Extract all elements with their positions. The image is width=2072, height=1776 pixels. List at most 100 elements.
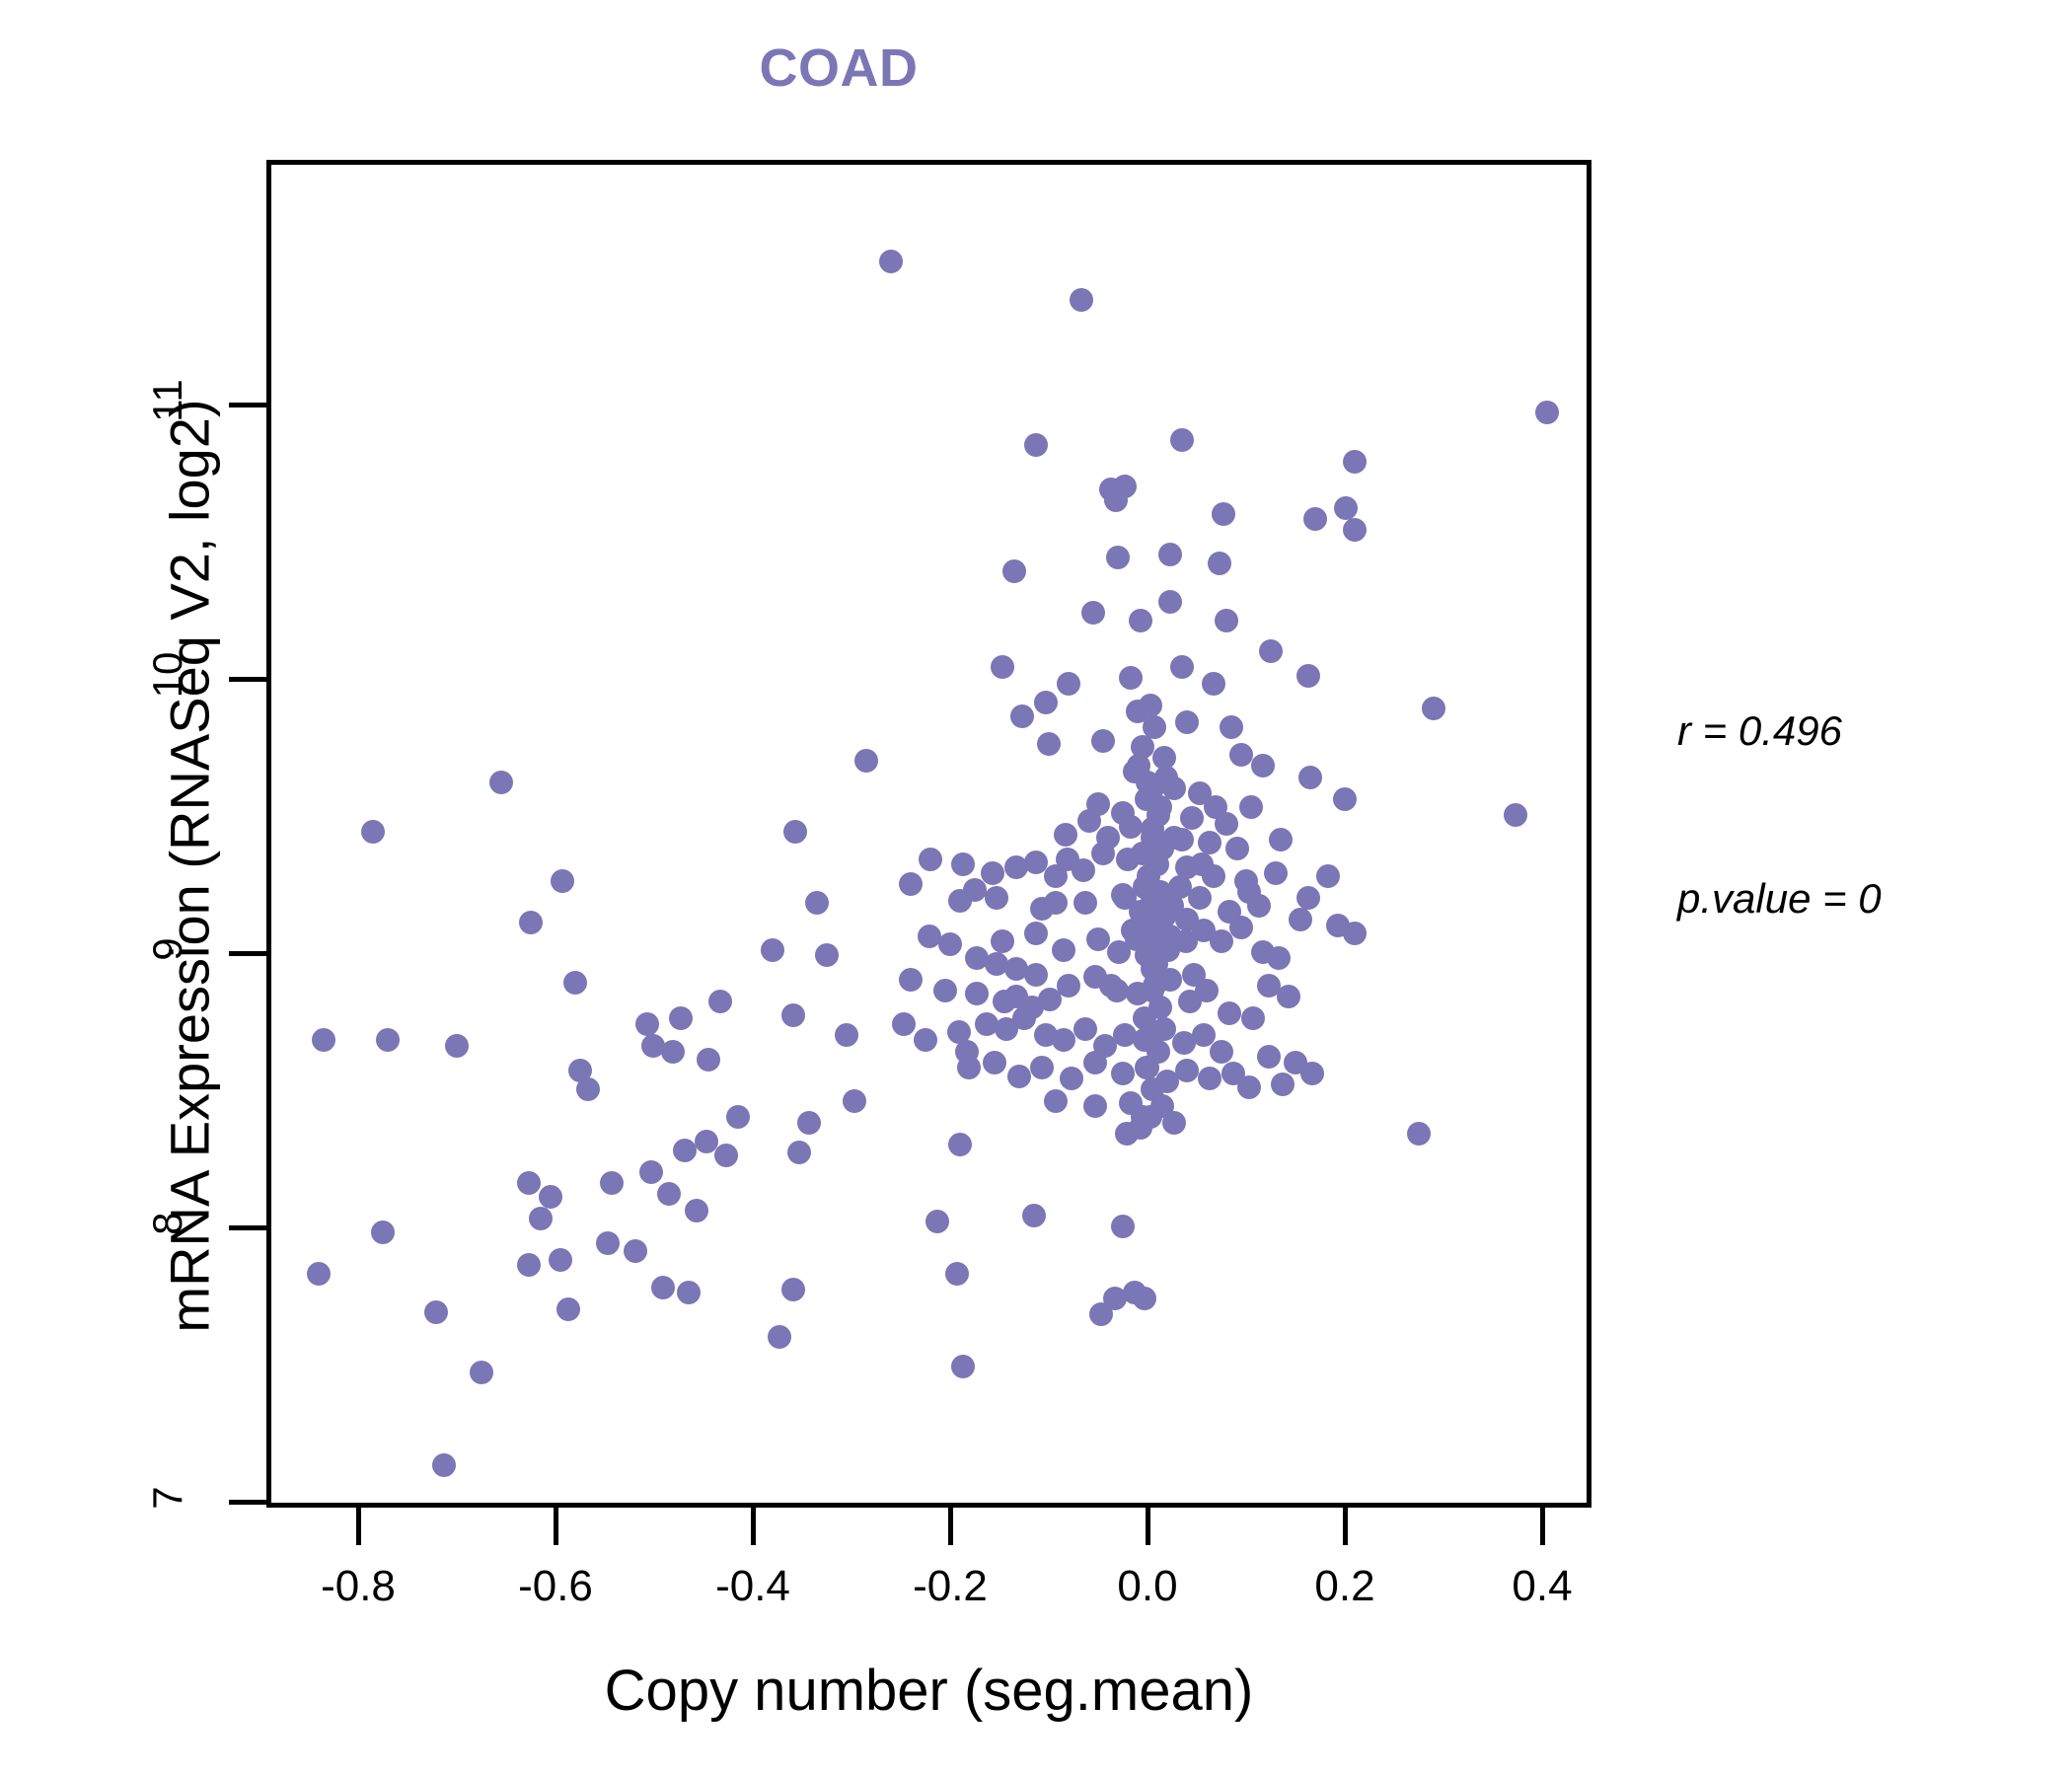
data-point: [529, 1207, 553, 1231]
data-point: [1057, 973, 1080, 998]
data-point: [781, 1278, 805, 1302]
data-point: [539, 1184, 562, 1209]
data-point: [1070, 287, 1093, 312]
data-point: [1089, 1302, 1113, 1327]
data-point: [1044, 1088, 1068, 1113]
data-point: [1296, 663, 1320, 688]
data-point: [1073, 891, 1097, 916]
data-point: [1024, 433, 1048, 458]
data-point: [1422, 697, 1445, 721]
data-point: [1296, 885, 1320, 910]
data-point: [1251, 754, 1275, 778]
data-point: [963, 877, 987, 902]
data-point: [1113, 885, 1137, 910]
data-point: [1326, 913, 1350, 937]
data-point: [919, 847, 942, 871]
data-point: [1182, 962, 1206, 987]
data-point: [661, 1039, 685, 1064]
data-point: [1210, 1039, 1233, 1064]
data-point: [1237, 880, 1261, 905]
x-axis-tick: [948, 1508, 953, 1545]
data-point: [1334, 496, 1358, 521]
data-point: [1259, 638, 1283, 663]
data-point: [1002, 559, 1026, 584]
data-point: [1175, 1058, 1199, 1082]
data-point: [1210, 929, 1233, 954]
data-point: [948, 1133, 972, 1157]
data-point: [1333, 786, 1357, 811]
data-point: [1111, 1215, 1135, 1239]
x-axis-tick-label: -0.8: [321, 1562, 396, 1610]
data-point: [697, 1047, 720, 1072]
data-point: [1137, 863, 1160, 888]
data-point: [1257, 1045, 1281, 1070]
data-point: [1077, 809, 1101, 833]
data-point: [1229, 743, 1253, 768]
x-axis-tick-label: 0.0: [1117, 1562, 1178, 1610]
data-point: [517, 1170, 541, 1195]
data-point: [1168, 874, 1192, 899]
x-axis-tick: [1343, 1508, 1348, 1545]
data-point: [991, 655, 1014, 680]
data-point: [899, 968, 923, 993]
data-point: [376, 1028, 400, 1053]
data-point: [1180, 806, 1204, 831]
data-point: [1030, 1056, 1054, 1080]
data-point: [1060, 1067, 1083, 1091]
data-point: [1212, 501, 1235, 526]
data-point: [1158, 543, 1182, 567]
data-point: [1012, 1006, 1036, 1031]
data-point: [991, 929, 1014, 954]
data-point: [1237, 1074, 1261, 1099]
data-point: [1135, 1056, 1158, 1080]
data-point: [1162, 825, 1186, 850]
data-point: [1198, 1067, 1221, 1091]
data-point: [918, 924, 941, 948]
data-point: [549, 1247, 572, 1272]
data-point: [1264, 860, 1288, 885]
data-point: [1037, 732, 1061, 757]
x-axis-tick-label: -0.4: [715, 1562, 790, 1610]
data-point: [1106, 546, 1130, 570]
x-axis-tick-label: 0.2: [1314, 1562, 1375, 1610]
data-point: [1143, 715, 1166, 740]
data-point: [1119, 666, 1143, 691]
data-point: [925, 1209, 949, 1233]
data-point: [673, 1138, 697, 1162]
data-point: [1535, 400, 1559, 424]
data-point: [768, 1324, 791, 1349]
data-point: [635, 1011, 659, 1036]
data-point: [1170, 655, 1194, 680]
data-point: [1022, 1204, 1046, 1228]
data-point: [1081, 600, 1105, 625]
data-point: [312, 1028, 335, 1053]
data-point: [1300, 1061, 1324, 1085]
data-point: [639, 1159, 663, 1184]
y-axis-tick: [229, 1225, 266, 1230]
data-point: [651, 1275, 675, 1299]
data-point: [1241, 1006, 1265, 1031]
data-point: [1215, 609, 1238, 633]
data-point: [1052, 1028, 1075, 1053]
y-axis-tick: [229, 951, 266, 956]
data-point: [1208, 551, 1231, 575]
data-point: [981, 860, 1004, 885]
data-point: [1139, 694, 1162, 718]
data-point: [805, 891, 829, 916]
data-point: [781, 1003, 805, 1028]
data-point: [1158, 589, 1182, 614]
data-point: [596, 1231, 620, 1256]
data-point: [1004, 957, 1028, 982]
data-point: [424, 1299, 448, 1324]
data-point: [307, 1261, 331, 1286]
data-point: [835, 1022, 858, 1047]
data-point: [1054, 822, 1077, 847]
data-point: [879, 249, 903, 273]
data-point: [985, 885, 1008, 910]
data-point: [1052, 937, 1075, 962]
data-point: [677, 1281, 701, 1305]
data-point: [1343, 449, 1367, 474]
data-point: [1239, 795, 1263, 820]
y-axis-tick: [229, 677, 266, 682]
